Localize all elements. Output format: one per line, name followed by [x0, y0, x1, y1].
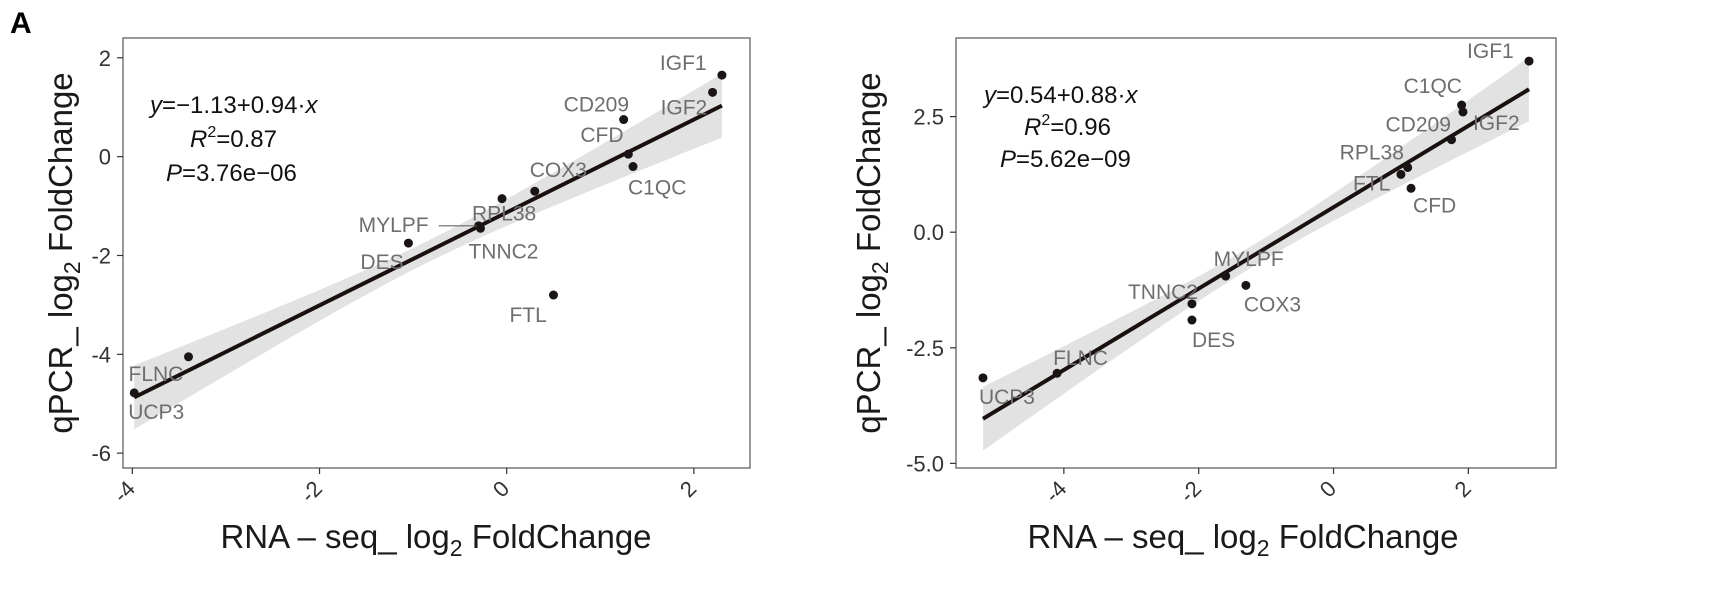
y-tick-label: -4 — [91, 342, 111, 367]
y-tick-label: 0.0 — [913, 220, 944, 245]
data-point-ftl — [548, 290, 558, 300]
x-tick-label: 0 — [1315, 476, 1341, 502]
p-value: P=3.76e−06 — [166, 160, 297, 187]
r-squared-value: R2=0.87 — [190, 124, 277, 153]
data-point-cd209 — [1447, 135, 1457, 145]
data-point-tnnc2 — [1187, 299, 1197, 309]
y-tick-label: 2.5 — [913, 105, 944, 130]
x-axis-title: RNA – seq_ log2 FoldChange — [1027, 518, 1458, 561]
point-label-ucp3: UCP3 — [979, 386, 1035, 409]
point-label-ftl: FTL — [1353, 172, 1390, 195]
data-point-c1qc — [1457, 100, 1467, 110]
point-label-flnc: FLNC — [129, 363, 184, 386]
point-label-igf2: IGF2 — [661, 96, 708, 119]
point-label-cd209: CD209 — [564, 94, 629, 117]
data-point-cox3 — [1241, 280, 1251, 290]
point-label-cox3: COX3 — [1244, 293, 1301, 316]
point-label-cox3: COX3 — [530, 159, 587, 182]
x-axis-title: RNA – seq_ log2 FoldChange — [220, 518, 651, 561]
point-label-tnnc2: TNNC2 — [468, 240, 538, 263]
y-axis-title: qPCR_ log2 FoldChange — [42, 72, 85, 433]
panel-letter: A — [10, 7, 32, 40]
data-point-des — [1187, 315, 1197, 325]
point-label-igf1: IGF1 — [1467, 40, 1514, 63]
data-point-rpl38 — [497, 194, 507, 204]
data-point-cd209 — [619, 115, 629, 125]
x-tick-label: 0 — [488, 476, 514, 502]
data-point-c1qc — [628, 162, 638, 172]
point-label-igf1: IGF1 — [660, 52, 707, 75]
regression-line — [981, 87, 1531, 421]
y-tick-label: 0 — [99, 145, 111, 170]
point-label-c1qc: C1QC — [1404, 75, 1462, 98]
data-point-des — [403, 238, 413, 248]
point-label-des: DES — [1192, 329, 1235, 352]
point-label-tnnc2: TNNC2 — [1128, 281, 1198, 304]
data-point-mylpf — [1221, 271, 1231, 281]
scatter-chart-a: A -6 -4 -2 0 2 -4 -2 0 2 RNA – seq_ log2 FoldChang… — [10, 7, 751, 561]
point-label-mylpf: MYLPF — [1214, 248, 1284, 271]
data-point-flnc — [184, 352, 194, 362]
x-tick-label: -4 — [108, 476, 140, 508]
data-point-igf2 — [1458, 107, 1468, 117]
point-label-ucp3: UCP3 — [128, 401, 184, 424]
x-tick-label: 2 — [675, 476, 701, 502]
data-point-ftl — [1396, 169, 1406, 179]
point-label-rpl38: RPL38 — [1340, 141, 1404, 164]
data-point-tnnc2 — [475, 223, 485, 233]
x-tick-label: -2 — [296, 476, 328, 508]
y-tick-label: -2.5 — [906, 336, 944, 361]
data-point-cfd — [623, 149, 633, 159]
point-label-rpl38: RPL38 — [472, 203, 536, 226]
point-label-cfd: CFD — [580, 124, 623, 147]
data-point-rpl38 — [1403, 162, 1413, 172]
data-point-ucp3 — [978, 373, 988, 383]
point-label-cfd: CFD — [1413, 194, 1456, 217]
point-label-des: DES — [360, 251, 403, 274]
y-tick-label: -2 — [91, 243, 111, 268]
point-label-c1qc: C1QC — [628, 177, 686, 200]
data-point-cox3 — [530, 186, 540, 196]
x-tick-label: -2 — [1175, 476, 1207, 508]
regression-equation: y=−1.13+0.94·x — [148, 92, 318, 119]
y-axis-title: qPCR_ log2 FoldChange — [856, 72, 893, 433]
p-value: P=5.62e−09 — [1000, 146, 1131, 173]
data-point-cfd — [1406, 183, 1416, 193]
point-label-ftl: FTL — [509, 304, 546, 327]
data-point-igf1 — [717, 70, 727, 80]
point-label-igf2: IGF2 — [1473, 112, 1520, 135]
regression-equation: y=0.54+0.88·x — [982, 82, 1138, 109]
y-tick-label: -5.0 — [906, 451, 944, 476]
y-tick-label: 2 — [99, 46, 111, 71]
y-tick-label: -6 — [91, 441, 111, 466]
plot-frame — [122, 37, 751, 469]
data-point-flnc — [1052, 368, 1062, 378]
data-point-ucp3 — [129, 388, 139, 398]
point-label-mylpf: MYLPF — [359, 214, 429, 237]
point-label-flnc: FLNC — [1053, 347, 1108, 370]
data-point-igf2 — [708, 87, 718, 97]
x-tick-label: -4 — [1040, 476, 1072, 508]
plot-frame — [955, 37, 1557, 469]
x-tick-label: 2 — [1450, 476, 1476, 502]
data-point-igf1 — [1524, 56, 1534, 66]
point-label-cd209: CD209 — [1386, 114, 1451, 137]
r-squared-value: R2=0.96 — [1024, 112, 1111, 141]
